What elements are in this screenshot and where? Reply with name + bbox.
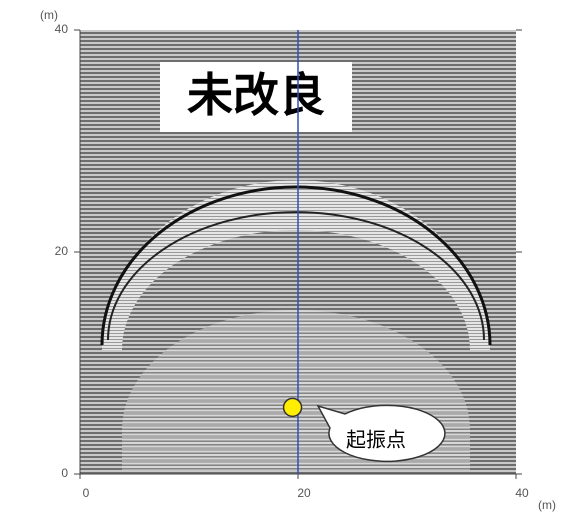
annotation-box <box>160 62 352 132</box>
x-unit: (m) <box>538 498 556 512</box>
y-tick-label: 40 <box>55 22 69 36</box>
x-tick-label: 40 <box>515 486 529 500</box>
annotation: 未改良 <box>187 69 325 121</box>
x-tick-label: 0 <box>83 486 90 500</box>
source-point <box>282 397 303 418</box>
wave-front-inner <box>107 211 485 341</box>
y-tick-label: 20 <box>55 244 69 258</box>
source-label: 起振点 <box>346 428 406 451</box>
y-unit: (m) <box>40 8 58 22</box>
wave-front <box>100 185 492 346</box>
wave-band <box>102 180 490 350</box>
x-tick-label: 20 <box>297 486 311 500</box>
y-tick-label: 0 <box>61 466 68 480</box>
callout-bubble <box>316 404 446 463</box>
